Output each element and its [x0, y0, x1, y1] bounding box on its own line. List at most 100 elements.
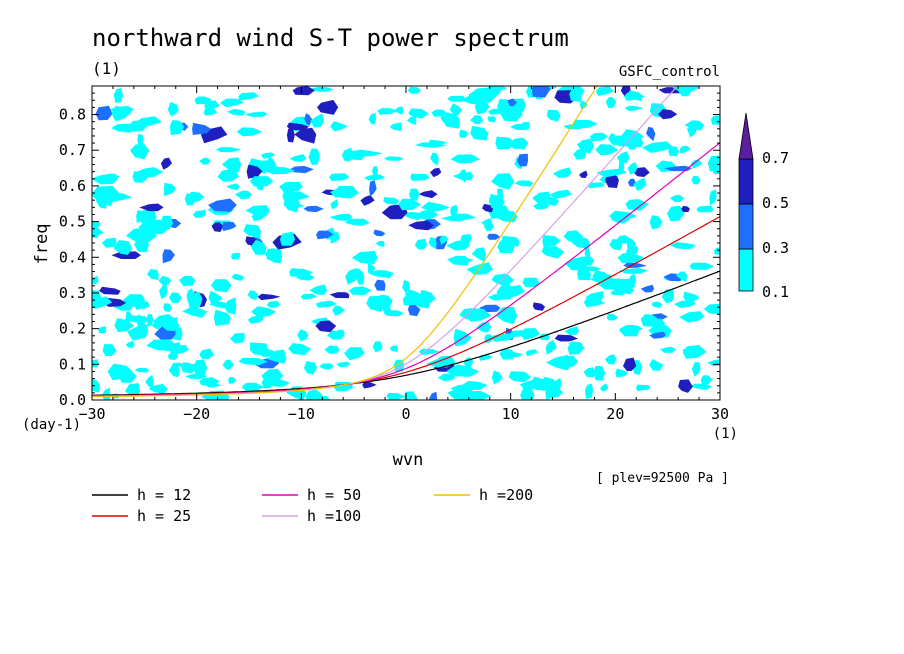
spectrum-patch	[123, 315, 149, 324]
spectrum-patch	[491, 370, 503, 385]
spectrum-patch	[204, 100, 220, 111]
spectrum-patch	[616, 151, 630, 164]
spectrum-patch	[213, 309, 231, 326]
colorbar-segment	[738, 203, 754, 250]
spectrum-patch	[441, 112, 460, 129]
spectrum-patch	[148, 384, 169, 395]
x-tick-label: 10	[502, 405, 520, 423]
spectrum-patch	[660, 346, 677, 353]
spectrum-patch	[641, 141, 674, 153]
y-tick-label: 0.5	[59, 213, 86, 231]
colorbar-segment	[738, 248, 754, 292]
spectrum-patch	[279, 182, 303, 193]
spectrum-patch	[508, 371, 532, 383]
colorbar-segment	[738, 158, 754, 205]
spectrum-patch	[300, 293, 318, 300]
spectrum-patch	[459, 367, 471, 376]
spectrum-patch	[430, 152, 439, 166]
spectrum-patch	[488, 193, 505, 209]
spectrum-patch	[481, 203, 494, 213]
spectrum-patch	[124, 383, 140, 397]
spectrum-patch	[678, 379, 693, 393]
spectrum-patch	[604, 354, 617, 365]
spectrum-patch	[509, 137, 529, 150]
y-tick-label: 0.0	[59, 391, 86, 409]
spectrum-patch	[266, 255, 280, 261]
spectrum-patch	[327, 330, 345, 340]
spectrum-patch	[595, 86, 614, 96]
spectrum-patch	[418, 190, 438, 199]
spectrum-patch	[546, 109, 561, 122]
spectrum-patch	[355, 268, 365, 285]
spectrum-patch	[428, 139, 449, 145]
spectrum-patch	[244, 111, 268, 117]
spectrum-patch	[329, 213, 353, 221]
spectrum-patch	[691, 176, 701, 185]
spectrum-patch	[356, 149, 383, 157]
spectrum-patch	[522, 277, 540, 288]
spectrum-patch	[192, 122, 211, 135]
spectrum-patch	[130, 143, 150, 160]
spectrum-patch	[199, 377, 220, 386]
spectrum-patch	[519, 328, 540, 340]
colorbar-arrow	[738, 112, 754, 160]
spectrum-patch	[464, 390, 492, 400]
spectrum-patch	[203, 108, 218, 116]
y-tick-label: 0.2	[59, 320, 86, 338]
spectrum-patch	[360, 195, 375, 206]
spectrum-patch	[439, 235, 449, 245]
spectrum-patch	[146, 339, 177, 351]
spectrum-patch	[92, 378, 100, 393]
spectrum-patch	[228, 376, 237, 384]
spectrum-patch	[567, 343, 585, 355]
x-axis-label: wvn	[393, 450, 424, 470]
spectrum-patch	[238, 357, 268, 366]
spectrum-patch	[626, 246, 639, 256]
spectrum-patch	[383, 156, 404, 161]
spectrum-patch	[222, 222, 237, 232]
spectrum-patch	[249, 342, 269, 356]
spectrum-patch	[583, 367, 596, 378]
spectrum-patch	[474, 100, 490, 115]
spectrum-patch	[134, 301, 150, 310]
spectrum-patch	[690, 160, 703, 169]
spectrum-patch	[589, 274, 614, 285]
x-tick-label: −30	[78, 405, 105, 423]
spectrum-patch	[390, 345, 399, 352]
contour-legend: h = 12 h = 25 h = 50 h =100 h =200	[92, 486, 533, 525]
y-tick-label: 0.4	[59, 248, 86, 266]
spectrum-patch	[421, 201, 450, 212]
spectrum-patch	[169, 120, 185, 136]
spectrum-patch	[319, 363, 334, 370]
spectrum-patch	[528, 376, 551, 391]
spectrum-patch	[250, 306, 277, 318]
spectrum-patch	[437, 373, 455, 382]
x-tick-label: −20	[183, 405, 210, 423]
spectrum-patch	[366, 295, 386, 312]
spectrum-patch	[210, 279, 232, 293]
spectrum-patch	[409, 188, 420, 201]
spectrum-patch	[541, 246, 565, 259]
spectrum-patch	[691, 362, 701, 377]
spectrum-patch	[158, 275, 172, 286]
spectrum-patch	[636, 384, 651, 392]
spectrum-patch	[330, 199, 339, 210]
spectrum-patch	[224, 297, 237, 315]
spectrum-patch	[581, 266, 601, 272]
colorbar: 0.1 0.3 0.5 0.7	[738, 112, 789, 301]
spectrum-patch	[584, 383, 593, 399]
spectrum-patch	[646, 126, 656, 142]
spectrum-patch	[623, 325, 643, 332]
spectrum-patch	[497, 98, 510, 115]
spectrum-patch	[330, 187, 348, 198]
spectrum-patch	[362, 381, 377, 389]
y-tick-label: 0.3	[59, 284, 86, 302]
spectrum-patch	[236, 127, 263, 137]
spectrum-patch	[459, 129, 469, 138]
spectrum-patch	[408, 220, 435, 231]
spectrum-patch	[290, 165, 314, 174]
spectrum-patch	[564, 326, 580, 335]
spectrum-patch	[553, 167, 572, 178]
spectrum-patch	[369, 180, 377, 197]
